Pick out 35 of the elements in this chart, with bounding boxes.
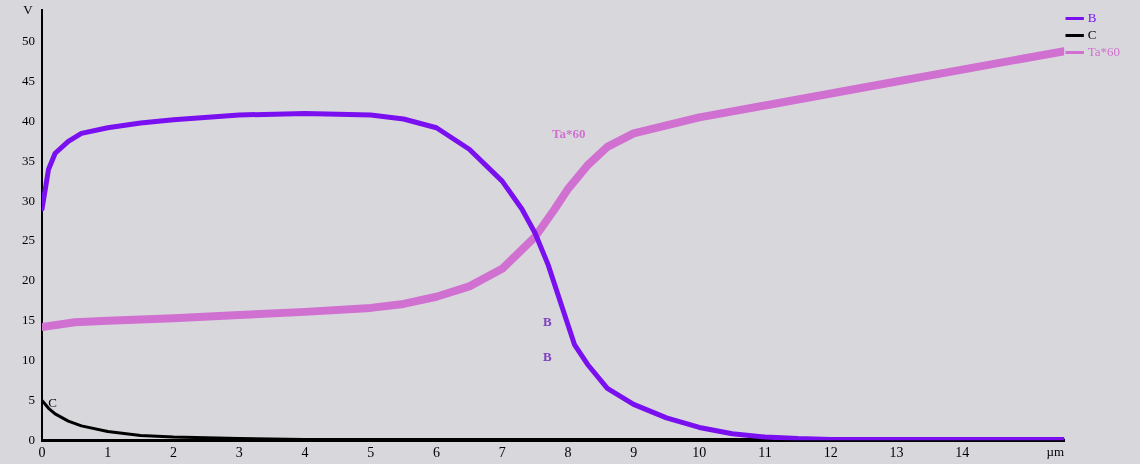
annotation: B — [542, 314, 552, 330]
legend-label: C — [1087, 26, 1097, 42]
y-tick-label: 30 — [22, 192, 35, 208]
y-tick-label: 35 — [22, 152, 35, 168]
x-tick-label: 2 — [169, 445, 177, 461]
x-tick-label: 10 — [692, 445, 707, 461]
x-tick-label: 12 — [823, 445, 838, 461]
x-tick-label: 4 — [301, 445, 309, 461]
y-tick-label: 10 — [22, 351, 35, 367]
x-tick-label: 6 — [432, 445, 440, 461]
y-tick-label: 0 — [28, 431, 35, 447]
y-tick-label: 15 — [22, 312, 35, 328]
annotation: B — [542, 348, 552, 364]
y-tick-label: 50 — [22, 33, 35, 49]
y-tick-label: 25 — [22, 232, 35, 248]
y-tick-label: 20 — [22, 272, 35, 288]
y-tick-label: 45 — [22, 72, 35, 88]
x-tick-label: 7 — [498, 445, 506, 461]
x-tick-label: 5 — [367, 445, 375, 461]
legend-label: Ta*60 — [1087, 43, 1121, 59]
x-tick-label: 9 — [630, 445, 638, 461]
legend-label: B — [1087, 9, 1097, 25]
x-tick-label: 8 — [564, 445, 572, 461]
x-tick-label: 1 — [104, 445, 112, 461]
x-tick-label: 0 — [38, 445, 46, 461]
x-tick-label: 13 — [889, 445, 904, 461]
x-axis-title: µm — [1046, 444, 1065, 460]
y-axis-title: V — [23, 1, 34, 17]
y-tick-label: 40 — [22, 112, 35, 128]
x-tick-label: 14 — [955, 445, 970, 461]
annotation: C — [48, 395, 57, 411]
x-tick-label: 11 — [758, 445, 772, 461]
annotation: Ta*60 — [552, 125, 586, 141]
y-tick-label: 5 — [28, 391, 35, 407]
x-tick-label: 3 — [235, 445, 243, 461]
